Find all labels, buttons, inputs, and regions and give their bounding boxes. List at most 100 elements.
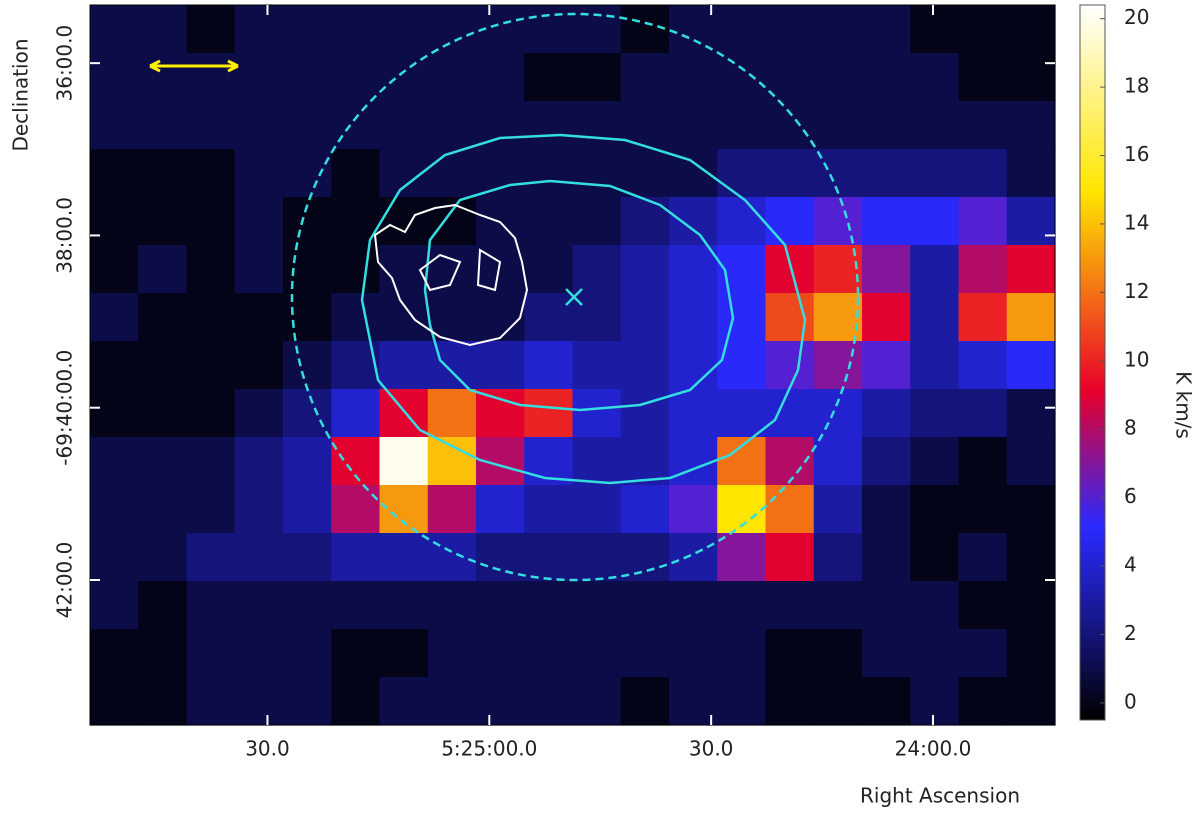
heat-cell (331, 5, 381, 54)
y-tick-label: 38:00.0 (53, 197, 77, 274)
heat-cell (427, 5, 477, 54)
heat-cell (186, 437, 236, 486)
heat-cell (234, 581, 284, 630)
heat-cell (186, 245, 236, 294)
heat-cell (1006, 149, 1056, 198)
heat-cell (186, 293, 236, 342)
heat-cell (1006, 677, 1056, 726)
heat-cell (862, 485, 911, 534)
heat-cell (669, 629, 718, 678)
heat-cell (765, 677, 815, 726)
heat-cell (234, 341, 284, 390)
heat-cell (572, 197, 622, 246)
heat-cell (90, 437, 139, 486)
heat-cell (524, 53, 574, 102)
heat-cell (765, 149, 815, 198)
heat-cell (1006, 5, 1056, 54)
heat-cell (862, 101, 911, 150)
heat-cell (765, 5, 815, 54)
heat-cell (572, 677, 622, 726)
heat-cell (524, 149, 574, 198)
heat-cell (476, 149, 525, 198)
heat-cell (958, 677, 1008, 726)
heat-cell (958, 197, 1008, 246)
heat-cell (524, 389, 574, 438)
heat-cell (717, 389, 767, 438)
heat-cell (958, 629, 1008, 678)
heat-cell (427, 485, 477, 534)
heat-cell (379, 5, 429, 54)
heat-cell (138, 629, 188, 678)
colorbar-tick-label: 4 (1124, 553, 1137, 577)
heat-cell (331, 149, 381, 198)
heat-cell (669, 245, 718, 294)
heat-cell (379, 293, 429, 342)
heat-cell (765, 293, 815, 342)
heat-cell (862, 581, 911, 630)
heat-cell (620, 197, 670, 246)
heat-cell (1006, 581, 1056, 630)
heat-cell (717, 629, 767, 678)
heat-cell (476, 677, 525, 726)
heat-cell (958, 149, 1008, 198)
heat-cell (283, 197, 332, 246)
heat-cell (186, 341, 236, 390)
heat-cell (283, 629, 332, 678)
heat-cell (331, 485, 381, 534)
heat-cell (186, 629, 236, 678)
heat-cell (1006, 293, 1056, 342)
heat-cell (138, 197, 188, 246)
heat-cell (234, 101, 284, 150)
heat-cell (813, 53, 863, 102)
heat-cell (283, 293, 332, 342)
heat-cell (427, 389, 477, 438)
heat-cell (765, 485, 815, 534)
heat-cell (283, 485, 332, 534)
heat-cell (427, 197, 477, 246)
colorbar-tick-label: 8 (1124, 416, 1137, 440)
heat-cell (862, 245, 911, 294)
heat-cell (862, 149, 911, 198)
heat-cell (283, 341, 332, 390)
heat-cell (283, 53, 332, 102)
heat-cell (958, 485, 1008, 534)
plot-frame (89, 4, 1056, 726)
heat-cell (90, 149, 139, 198)
heat-cell (524, 485, 574, 534)
heat-cell (186, 389, 236, 438)
heat-cell (1006, 53, 1056, 102)
heat-cell (862, 293, 911, 342)
heat-cell (1006, 389, 1056, 438)
heat-cell (186, 197, 236, 246)
heat-cell (958, 341, 1008, 390)
heat-cell (910, 5, 960, 54)
heat-cell (572, 293, 622, 342)
heat-cell (90, 485, 139, 534)
heat-cell (910, 149, 960, 198)
heat-cell (186, 533, 236, 582)
heat-cell (620, 533, 670, 582)
heat-cell (427, 245, 477, 294)
heat-cell (910, 341, 960, 390)
heat-cell (669, 485, 718, 534)
heat-cell (717, 101, 767, 150)
heat-cell (620, 293, 670, 342)
heat-cell (90, 677, 139, 726)
y-axis-label: Declination (9, 38, 33, 151)
heat-cell (524, 245, 574, 294)
heat-cell (669, 53, 718, 102)
heat-cell (958, 5, 1008, 54)
heat-cell (572, 629, 622, 678)
heat-cell (813, 101, 863, 150)
heat-cell (862, 389, 911, 438)
heatmap (90, 5, 1056, 726)
heat-cell (620, 485, 670, 534)
overlays (149, 12, 860, 582)
heat-cell (90, 197, 139, 246)
heat-cell (90, 533, 139, 582)
heat-cell (862, 197, 911, 246)
heat-cell (862, 677, 911, 726)
heat-cell (717, 53, 767, 102)
heat-cell (476, 293, 525, 342)
